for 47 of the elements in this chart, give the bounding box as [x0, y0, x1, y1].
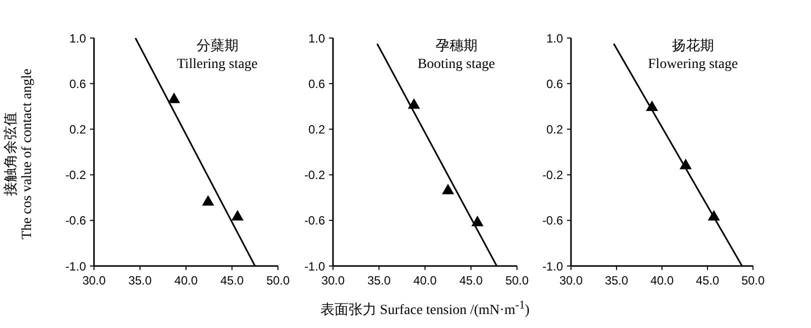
point: [408, 98, 420, 109]
x-tick-label: 40.0: [650, 274, 674, 288]
point: [646, 100, 658, 112]
x-tick-label: 30.0: [559, 274, 583, 288]
point: [168, 92, 180, 104]
y-tick-label: 0.6: [69, 76, 86, 91]
y-tick-label: -0.6: [542, 214, 564, 228]
x-tick-label: 35.0: [128, 274, 152, 288]
y-axis-title: 接触角余弦值 The cos value of contact angle: [4, 68, 35, 240]
y-tick-label: -0.2: [542, 168, 564, 182]
point: [442, 184, 454, 194]
point: [680, 158, 692, 170]
y-tick-label: 1.0: [546, 31, 564, 46]
x-tick-label: 40.0: [413, 274, 437, 288]
y-tick-label: -0.6: [65, 214, 86, 228]
y-tick-label: 1.0: [69, 31, 86, 46]
y-tick-label: 0.2: [69, 122, 86, 136]
text: 扬花期 Flowering stage: [648, 39, 738, 72]
y-tick-label: 0.2: [308, 122, 326, 136]
y-tick-label: 0.6: [308, 76, 326, 91]
x-tick-label: 35.0: [367, 274, 391, 288]
x-tick-label: 45.0: [459, 274, 483, 288]
x-axis-title: 表面张力 Surface tension /(mN·m$^{-1}$): [320, 298, 530, 318]
point: [202, 195, 214, 206]
x-tick-label: 30.0: [321, 274, 345, 288]
point: [471, 216, 484, 226]
x-tick-label: 50.0: [505, 274, 529, 288]
x-tick-label: 40.0: [174, 274, 198, 288]
x-tick-label: 50.0: [741, 274, 765, 288]
y-tick-label: -0.6: [304, 214, 326, 228]
y-tick-label: -1.0: [542, 259, 564, 274]
point: [231, 210, 244, 220]
text: 分蘖期 Tillering stage: [176, 39, 258, 72]
y-tick-label: -0.2: [304, 168, 326, 182]
point: [708, 210, 720, 220]
y-tick-label: 1.0: [308, 31, 326, 46]
y-tick-label: -0.2: [65, 168, 86, 182]
x-tick-label: 45.0: [220, 274, 244, 288]
x-tick-label: 35.0: [604, 274, 628, 288]
x-tick-label: 50.0: [266, 274, 290, 288]
y-tick-label: -1.0: [304, 259, 326, 274]
x-tick-label: 45.0: [696, 274, 720, 288]
y-tick-label: -1.0: [65, 259, 86, 274]
y-tick-label: 0.6: [546, 76, 564, 91]
text: 孕穗期 Booting stage: [418, 39, 495, 72]
y-tick-label: 0.2: [546, 122, 564, 136]
x-tick-label: 30.0: [82, 274, 106, 288]
